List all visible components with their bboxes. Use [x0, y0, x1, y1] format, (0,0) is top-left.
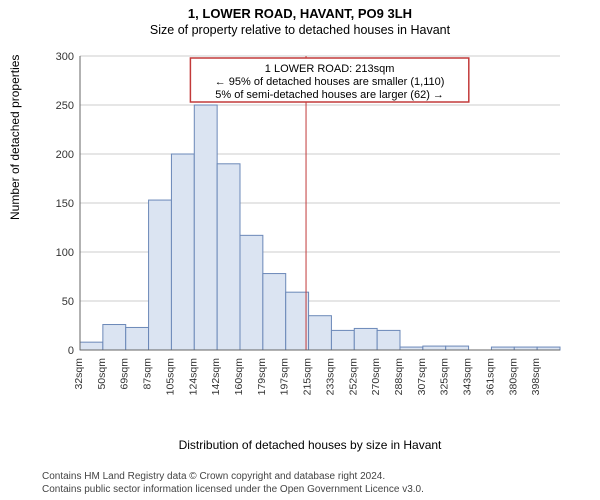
- bars-group: [80, 105, 560, 350]
- x-tick-label: 343sqm: [462, 358, 474, 396]
- x-tick-label: 380sqm: [507, 358, 519, 396]
- histogram-bar: [240, 235, 263, 350]
- histogram-bar: [309, 316, 332, 350]
- histogram-bar: [446, 346, 469, 350]
- y-axis-label: Number of detached properties: [8, 55, 22, 220]
- histogram-bar: [217, 164, 240, 350]
- x-tick-label: 124sqm: [187, 358, 199, 396]
- y-tick-label: 0: [68, 345, 74, 357]
- y-tick-label: 200: [56, 149, 74, 161]
- page-subtitle: Size of property relative to detached ho…: [0, 21, 600, 39]
- x-axis-label: Distribution of detached houses by size …: [50, 438, 570, 452]
- footer-text: Contains HM Land Registry data © Crown c…: [42, 471, 588, 496]
- x-tick-label: 87sqm: [142, 358, 154, 390]
- histogram-bar: [194, 105, 217, 350]
- x-tick-label: 179sqm: [256, 358, 268, 396]
- x-tick-label: 160sqm: [233, 358, 245, 396]
- histogram-bar: [354, 328, 377, 350]
- x-tick-label: 105sqm: [164, 358, 176, 396]
- x-tick-label: 398sqm: [530, 358, 542, 396]
- annotation-line: 1 LOWER ROAD: 213sqm: [265, 63, 395, 75]
- x-tick-label: 32sqm: [73, 358, 85, 390]
- x-tick-label: 215sqm: [302, 358, 314, 396]
- histogram-bar: [286, 292, 309, 350]
- y-tick-label: 100: [56, 247, 74, 259]
- x-tick-label: 307sqm: [416, 358, 428, 396]
- chart-container: 0 50 100 150 200 250 300 32sqm 50sqm 69sqm 87sqm 10…: [50, 48, 570, 398]
- x-tick-label: 69sqm: [119, 358, 131, 390]
- histogram-bar: [263, 274, 286, 350]
- page-title: 1, LOWER ROAD, HAVANT, PO9 3LH: [0, 0, 600, 21]
- annotation-line: ← 95% of detached houses are smaller (1,…: [215, 76, 445, 88]
- x-tick-label: 325sqm: [439, 358, 451, 396]
- annotation-line: 5% of semi-detached houses are larger (6…: [215, 89, 444, 101]
- x-tick-label: 252sqm: [347, 358, 359, 396]
- x-tick-label: 270sqm: [370, 358, 382, 396]
- x-tick-label: 233sqm: [324, 358, 336, 396]
- histogram-bar: [423, 346, 446, 350]
- x-tick-label: 197sqm: [279, 358, 291, 396]
- footer-line-1: Contains HM Land Registry data © Crown c…: [42, 471, 588, 484]
- footer-line-2: Contains public sector information licen…: [42, 484, 588, 497]
- histogram-bar: [331, 330, 354, 350]
- x-ticks: 32sqm 50sqm 69sqm 87sqm 105sqm 124sqm 142sqm 16…: [73, 358, 542, 396]
- x-tick-label: 50sqm: [96, 358, 108, 390]
- histogram-bar: [80, 342, 103, 350]
- histogram-bar: [171, 154, 194, 350]
- y-tick-label: 250: [56, 100, 74, 112]
- histogram-chart: 0 50 100 150 200 250 300 32sqm 50sqm 69sqm 87sqm 10…: [50, 48, 570, 398]
- y-tick-label: 300: [56, 51, 74, 63]
- x-tick-label: 361sqm: [484, 358, 496, 396]
- y-tick-label: 50: [62, 296, 74, 308]
- histogram-bar: [149, 200, 172, 350]
- y-tick-label: 150: [56, 198, 74, 210]
- histogram-bar: [377, 330, 400, 350]
- histogram-bar: [126, 327, 149, 350]
- histogram-bar: [103, 325, 126, 350]
- x-tick-label: 288sqm: [393, 358, 405, 396]
- x-tick-label: 142sqm: [210, 358, 222, 396]
